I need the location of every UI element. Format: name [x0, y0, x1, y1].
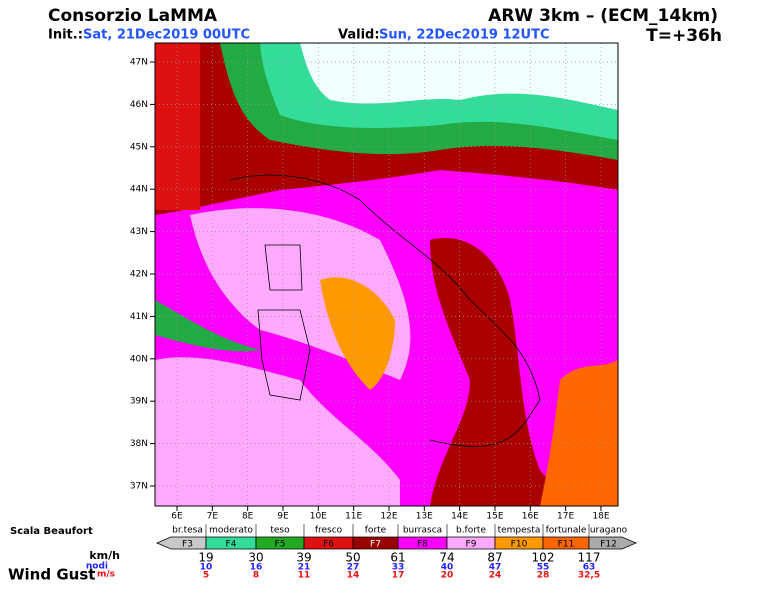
beaufort-name: tempesta: [498, 526, 541, 536]
beaufort-code: F10: [511, 540, 528, 550]
knots-value: 10: [200, 563, 213, 573]
knots-value: 33: [392, 563, 405, 573]
kmh-label: km/h: [89, 549, 120, 562]
lat-label: 45N: [130, 142, 148, 152]
lat-label: 41N: [130, 312, 148, 322]
beaufort-code: F7: [370, 540, 381, 550]
map-frame: [154, 42, 619, 507]
lon-label: 12E: [380, 512, 397, 522]
beaufort-name: moderato: [209, 526, 253, 536]
step: T=+36h: [646, 26, 722, 46]
kmh-value: 39: [296, 551, 311, 565]
ms-value: 8: [253, 571, 259, 581]
init-value: Sat, 21Dec2019 00UTC: [83, 28, 250, 43]
gust-label: Wind Gust: [8, 566, 95, 584]
area-f9: [155, 357, 400, 506]
lon-label: 15E: [486, 512, 503, 522]
knots-value: 21: [298, 563, 311, 573]
lon-label: 9E: [277, 512, 289, 522]
area-f11: [540, 360, 618, 506]
sardinia: [257, 309, 311, 401]
ms-value: 14: [347, 571, 360, 581]
kmh-value: 30: [248, 551, 263, 565]
lon-label: 13E: [416, 512, 433, 522]
coastline: [229, 174, 541, 447]
area-calm: [300, 43, 618, 110]
beaufort-name: fortunale: [546, 526, 587, 536]
map: 47N 46N 45N 44N 43N 42N 41N 40N 39N 38N 37N 6E 7E 8E 9…: [130, 42, 619, 522]
beaufort-name: br.tesa: [172, 526, 203, 536]
beaufort-code: F9: [466, 540, 477, 550]
kmh-value: 87: [487, 551, 502, 565]
ms-value: 28: [537, 571, 550, 581]
knots-value: 40: [441, 563, 454, 573]
ms-value: 5: [203, 571, 209, 581]
kmh-value: 61: [390, 551, 405, 565]
beaufort-code: F5: [275, 540, 286, 550]
ms-value: 17: [392, 571, 405, 581]
lon-label: 17E: [557, 512, 574, 522]
lat-label: 39N: [130, 397, 148, 407]
beaufort-name: forte: [365, 526, 387, 536]
ms-value: 24: [489, 571, 502, 581]
ms-label: m/s: [97, 570, 115, 580]
lat-label: 40N: [130, 354, 148, 364]
valid-label: Valid:: [338, 28, 380, 43]
lat-label: 44N: [130, 185, 148, 195]
knots-value: 27: [347, 563, 360, 573]
lat-label: 47N: [130, 58, 148, 68]
knots-label: nodi: [86, 562, 108, 572]
lon-label: 11E: [345, 512, 362, 522]
beaufort-name: teso: [270, 526, 290, 536]
kmh-value: 50: [345, 551, 360, 565]
ms-value: 20: [441, 571, 454, 581]
valid-value: Sun, 22Dec2019 12UTC: [379, 28, 550, 43]
corsica: [264, 244, 303, 291]
knots-value: 55: [537, 563, 550, 573]
ms-value: 11: [298, 571, 311, 581]
beaufort-code: F4: [226, 540, 237, 550]
area-f5b: [155, 300, 260, 352]
area-f10: [320, 277, 395, 390]
kmh-value: 19: [198, 551, 213, 565]
beaufort-name: uragano: [590, 526, 628, 536]
beaufort-code: F8: [417, 540, 428, 550]
lon-label: 18E: [592, 512, 609, 522]
lon-label: 7E: [207, 512, 219, 522]
lon-label: 14E: [451, 512, 468, 522]
kmh-value: 74: [439, 551, 454, 565]
lat-label: 42N: [130, 270, 148, 280]
beaufort-name: burrasca: [403, 526, 442, 536]
beaufort-code: F6: [323, 540, 334, 550]
kmh-value: 102: [532, 551, 555, 565]
lat-label: 46N: [130, 100, 148, 110]
knots-value: 63: [583, 563, 596, 573]
beaufort-name: b.forte: [456, 526, 486, 536]
beaufort-box: [588, 536, 638, 550]
model-title: ARW 3km – (ECM_14km): [488, 6, 718, 26]
beaufort-code: F11: [558, 540, 575, 550]
legend-title: Scala Beaufort: [10, 526, 93, 537]
area-f7b: [430, 238, 618, 506]
kmh-value: 117: [578, 551, 601, 565]
lat-label: 38N: [130, 439, 148, 449]
knots-value: 47: [489, 563, 502, 573]
lat-label: 37N: [130, 482, 148, 492]
beaufort-code: F3: [182, 540, 193, 550]
area-f6: [155, 43, 200, 210]
org-title: Consorzio LaMMA: [48, 6, 218, 26]
ms-value: 32,5: [578, 571, 600, 581]
lon-label: 8E: [242, 512, 254, 522]
beaufort-code: F12: [600, 540, 617, 550]
lon-label: 16E: [522, 512, 539, 522]
knots-value: 16: [250, 563, 263, 573]
init-label: Init.:: [48, 28, 83, 43]
lon-label: 10E: [310, 512, 327, 522]
beaufort-name: fresco: [315, 526, 343, 536]
lon-label: 6E: [171, 512, 183, 522]
lat-label: 43N: [130, 227, 148, 237]
